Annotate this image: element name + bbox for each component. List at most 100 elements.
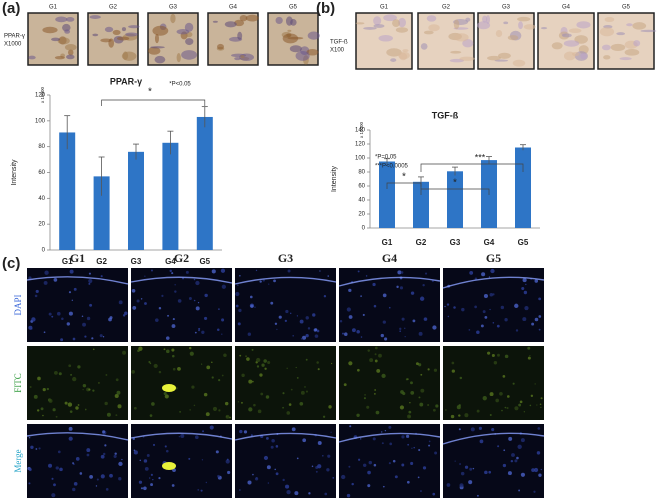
texture xyxy=(498,52,511,59)
texture xyxy=(215,450,219,454)
texture xyxy=(121,27,127,32)
texture xyxy=(435,404,439,408)
texture xyxy=(150,483,153,486)
texture xyxy=(501,409,503,412)
texture xyxy=(386,48,402,57)
texture xyxy=(495,29,503,38)
texture xyxy=(256,357,261,363)
texture xyxy=(150,46,165,49)
texture xyxy=(418,396,421,399)
texture xyxy=(324,492,328,496)
image-label: G4 xyxy=(229,5,238,11)
texture xyxy=(151,402,155,406)
micrograph xyxy=(27,424,128,498)
texture xyxy=(52,408,56,412)
texture xyxy=(28,467,32,472)
texture xyxy=(372,437,376,441)
texture xyxy=(316,361,319,364)
texture xyxy=(459,376,463,380)
texture xyxy=(282,406,284,409)
texture xyxy=(75,406,79,410)
texture xyxy=(330,431,332,433)
texture xyxy=(287,29,292,32)
texture xyxy=(464,465,469,469)
texture xyxy=(113,454,117,459)
texture xyxy=(198,329,200,332)
texture xyxy=(476,330,480,335)
stain-label: PPAR-γ xyxy=(4,34,25,40)
texture xyxy=(364,394,366,396)
texture xyxy=(450,50,462,54)
texture xyxy=(181,50,198,60)
texture xyxy=(292,335,294,337)
texture xyxy=(267,482,270,484)
texture xyxy=(492,293,495,296)
texture xyxy=(428,444,431,447)
texture xyxy=(489,308,491,311)
texture xyxy=(82,383,87,388)
texture xyxy=(43,331,46,334)
texture xyxy=(237,31,243,40)
texture xyxy=(55,466,59,470)
texture xyxy=(300,337,303,340)
texture xyxy=(69,269,74,274)
texture xyxy=(92,389,95,392)
texture xyxy=(489,292,494,297)
texture xyxy=(342,332,344,335)
y-axis-label: Intensity xyxy=(331,165,338,192)
texture xyxy=(185,38,194,46)
texture xyxy=(172,354,175,358)
texture xyxy=(458,428,461,431)
texture xyxy=(100,454,105,459)
image-label: G1 xyxy=(380,5,389,11)
texture xyxy=(404,335,406,338)
texture xyxy=(247,480,252,485)
texture xyxy=(506,395,510,398)
texture xyxy=(30,445,34,450)
texture xyxy=(84,335,87,338)
texture xyxy=(497,445,500,448)
texture xyxy=(367,484,371,488)
texture xyxy=(413,446,416,449)
texture xyxy=(118,461,123,467)
annotation: *** xyxy=(475,152,486,162)
texture xyxy=(422,466,427,470)
texture xyxy=(237,401,240,403)
texture xyxy=(426,15,437,22)
micrograph xyxy=(27,268,128,342)
texture xyxy=(152,443,156,447)
texture xyxy=(48,463,53,468)
x-tick-label: G5 xyxy=(199,257,210,266)
texture xyxy=(108,317,112,322)
y-tick-label: 140 xyxy=(355,128,366,134)
texture xyxy=(497,353,500,357)
texture xyxy=(108,38,115,48)
texture xyxy=(270,301,274,305)
texture xyxy=(381,431,383,433)
texture xyxy=(401,317,405,321)
texture xyxy=(519,400,523,404)
texture xyxy=(132,306,137,310)
panel-label: (b) xyxy=(316,0,335,17)
row-label: DAPI xyxy=(13,294,23,315)
texture xyxy=(86,453,90,457)
texture xyxy=(512,59,526,67)
texture xyxy=(459,56,475,61)
texture xyxy=(263,455,269,461)
texture xyxy=(56,311,61,316)
texture xyxy=(313,328,317,332)
texture xyxy=(502,463,507,468)
texture xyxy=(369,358,374,363)
texture xyxy=(235,291,240,297)
texture xyxy=(163,348,166,351)
texture xyxy=(68,311,73,316)
texture xyxy=(434,451,438,455)
stain-label: TGF-ß xyxy=(330,40,348,46)
texture xyxy=(212,20,218,23)
x-tick-label: G1 xyxy=(62,257,73,266)
micrograph xyxy=(597,12,655,70)
texture xyxy=(138,480,143,484)
texture xyxy=(522,278,527,283)
texture xyxy=(149,414,153,417)
texture xyxy=(225,414,230,419)
